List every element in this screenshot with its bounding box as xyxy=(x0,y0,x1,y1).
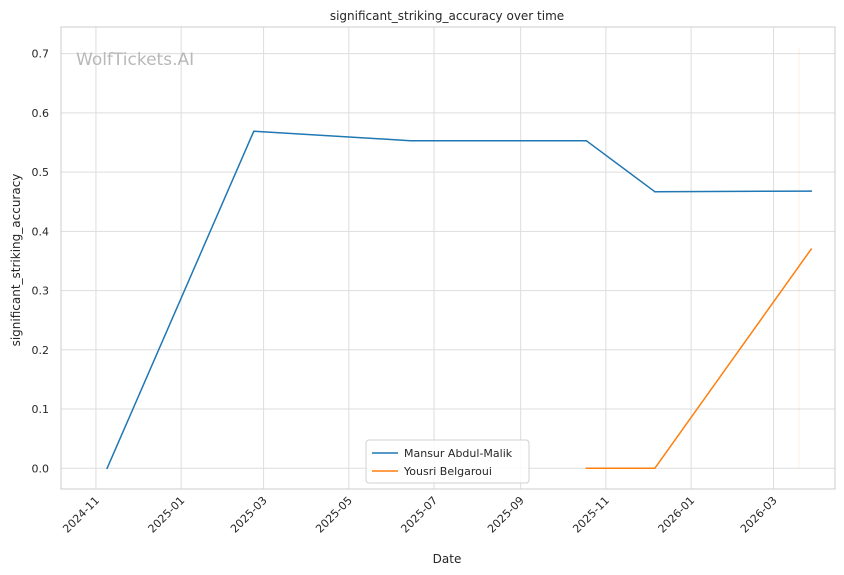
legend-label: Yousri Belgaroui xyxy=(403,465,492,478)
data-point xyxy=(653,190,656,193)
y-tick-label: 0.7 xyxy=(32,48,50,61)
x-axis-label: Date xyxy=(433,552,462,566)
chart-title: significant_striking_accuracy over time xyxy=(330,9,564,23)
x-tick-label: 2025-09 xyxy=(485,494,527,536)
y-tick-label: 0.2 xyxy=(32,344,50,357)
series-line-1 xyxy=(106,130,812,470)
data-point xyxy=(409,139,412,142)
y-tick-label: 0.4 xyxy=(32,225,50,238)
x-tick-label: 2025-05 xyxy=(313,494,355,536)
data-point xyxy=(585,467,588,470)
legend: Mansur Abdul-Malik Yousri Belgaroui xyxy=(365,439,530,484)
data-point xyxy=(810,248,813,250)
data-point xyxy=(585,139,588,142)
x-tick-label: 2025-11 xyxy=(570,494,612,536)
data-point xyxy=(810,190,813,192)
x-tick-label: 2025-01 xyxy=(146,494,188,536)
plot-frame xyxy=(60,26,836,490)
legend-box xyxy=(365,439,530,484)
y-axis-label: significant_striking_accuracy xyxy=(9,174,23,347)
y-tick-label: 0.1 xyxy=(32,403,50,416)
x-tick-label: 2026-03 xyxy=(738,494,780,536)
data-point xyxy=(253,130,255,133)
series-line-2 xyxy=(585,248,812,470)
series-lines xyxy=(106,130,813,470)
x-axis-ticks: 2024-11 2025-01 2025-03 2025-05 2025-07 2025-… xyxy=(60,494,779,536)
y-tick-label: 0.3 xyxy=(32,285,50,298)
data-point xyxy=(653,467,656,470)
x-tick-label: 2025-07 xyxy=(398,494,440,536)
y-tick-label: 0.6 xyxy=(32,107,50,120)
y-axis-ticks: 0.0 0.1 0.2 0.3 0.4 0.5 0.6 0.7 xyxy=(32,48,50,476)
y-tick-label: 0.0 xyxy=(32,462,50,475)
x-tick-label: 2024-11 xyxy=(60,494,102,536)
watermark: WolfTickets.AI xyxy=(76,50,194,70)
legend-label: Mansur Abdul-Malik xyxy=(404,447,513,460)
x-tick-label: 2025-03 xyxy=(228,494,270,536)
data-point xyxy=(106,467,108,470)
grid xyxy=(61,27,835,489)
x-tick-label: 2026-01 xyxy=(656,494,698,536)
y-tick-label: 0.5 xyxy=(32,166,50,179)
